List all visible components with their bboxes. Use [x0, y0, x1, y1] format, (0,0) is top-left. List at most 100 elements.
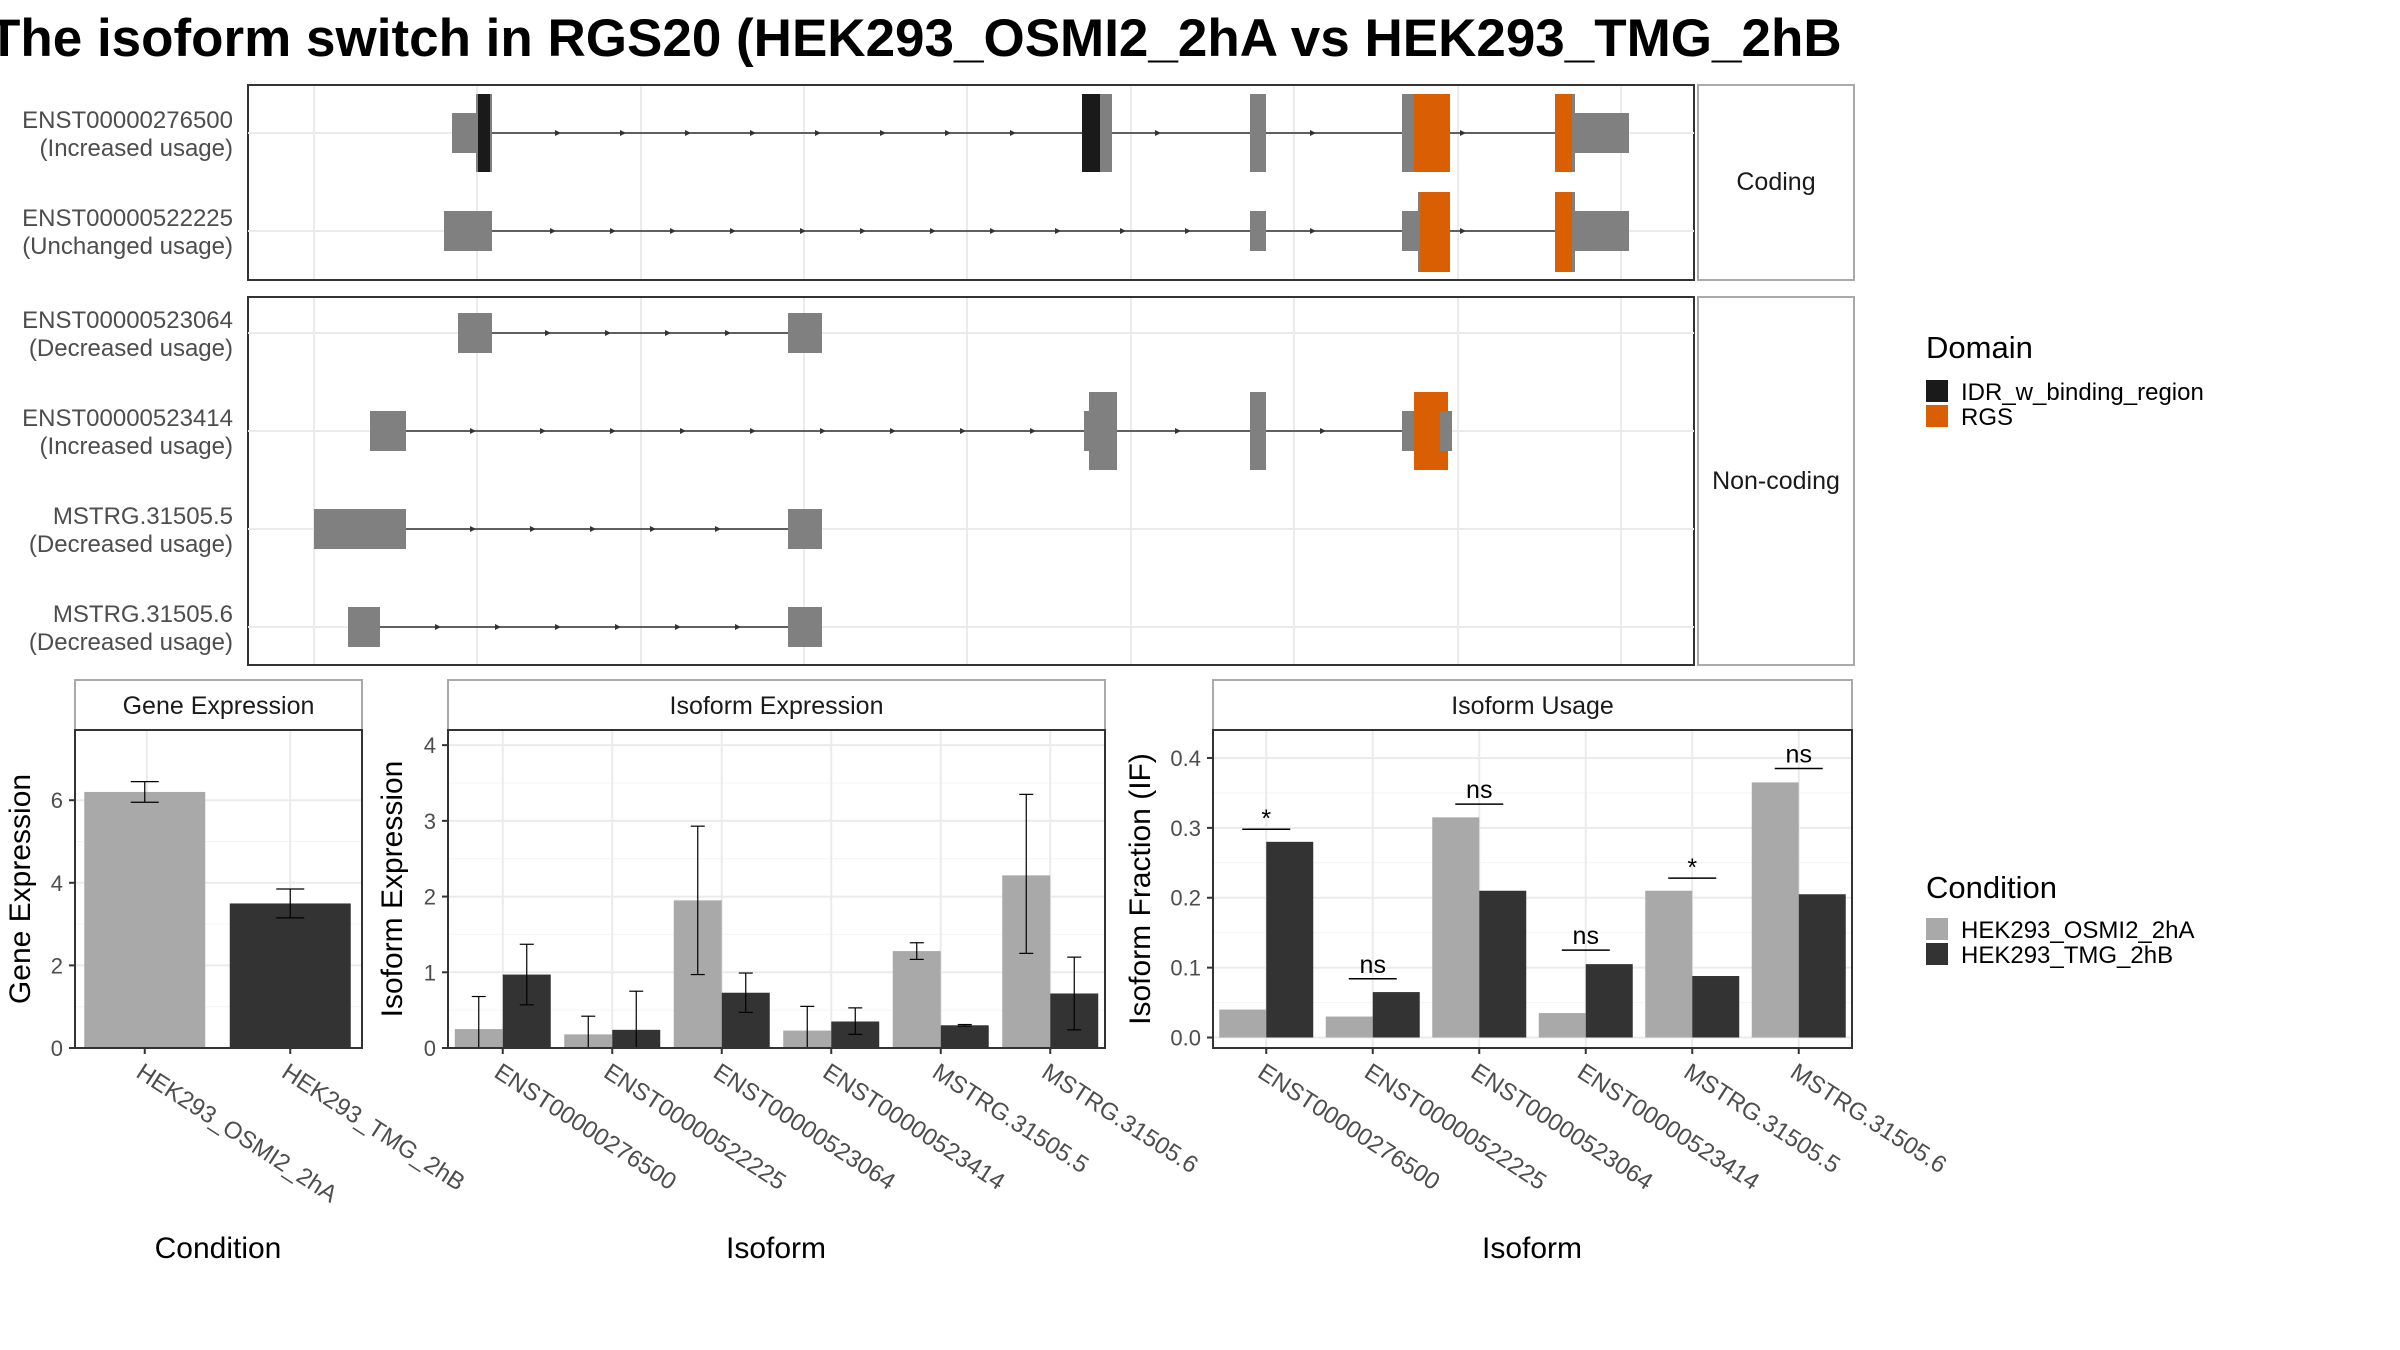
transcript-usage: (Decreased usage): [29, 629, 233, 656]
panel-title: Gene Expression: [123, 692, 315, 720]
isoform-expression-panel: Isoform Expression01234ENST00000276500EN…: [376, 679, 1203, 1265]
legend-key-cond2: [1926, 943, 1948, 965]
bar: [1798, 894, 1846, 1038]
plot-area: [1213, 730, 1852, 1048]
x-tick-label: ENST00000522225: [599, 1058, 791, 1195]
y-axis-label: Isoform Expression: [376, 761, 409, 1018]
bar: [1751, 782, 1799, 1038]
rgs-domain: [1414, 94, 1450, 172]
transcript-id: MSTRG.31505.6: [53, 601, 233, 628]
y-tick-label: 0.4: [1170, 746, 1201, 771]
y-tick-label: 2: [51, 953, 63, 978]
y-tick-label: 4: [424, 733, 436, 758]
isoform-usage-panel: Isoform Usage * ns ns ns * ns 0.0 0.1 0.2 0.3 0.4 EN…: [1124, 679, 1951, 1265]
transcript-usage: (Decreased usage): [29, 335, 233, 362]
rgs-domain: [1420, 192, 1450, 272]
x-axis-label: Isoform: [726, 1232, 826, 1265]
idr-domain: [1082, 94, 1100, 172]
legend-key-idr: [1926, 380, 1948, 402]
bar: [84, 791, 206, 1048]
bar: [1692, 976, 1740, 1038]
figure-title: The isoform switch in RGS20 (HEK293_OSMI…: [0, 9, 1842, 68]
transcript-track-MSTRG.31505.5: [314, 509, 822, 549]
y-axis-label: Isoform Fraction (IF): [1124, 753, 1157, 1025]
transcript-track-MSTRG.31505.6: [348, 607, 822, 647]
coding-strip-label: Coding: [1736, 168, 1815, 196]
transcript-structure-panel: Coding Non-coding ENST00000276500 (Incre…: [22, 84, 1855, 666]
bar: [1219, 1009, 1267, 1038]
x-tick-label: ENST00000523414: [818, 1058, 1010, 1195]
x-tick-label: ENST00000276500: [1253, 1058, 1445, 1195]
significance-label: ns: [1360, 951, 1386, 979]
y-axis-label: Gene Expression: [4, 774, 37, 1004]
transcript-id: ENST00000523064: [22, 307, 233, 334]
bar: [1432, 817, 1480, 1038]
y-tick-label: 0.0: [1170, 1026, 1201, 1051]
y-tick-label: 2: [424, 885, 436, 910]
bar: [1538, 1013, 1586, 1038]
legend-label: IDR_w_binding_region: [1961, 379, 2204, 406]
y-tick-label: 6: [51, 788, 63, 813]
panel-title: Isoform Usage: [1451, 692, 1614, 720]
x-tick-label: ENST00000523064: [1466, 1058, 1658, 1195]
condition-legend: Condition HEK293_OSMI2_2hA HEK293_TMG_2h…: [1926, 870, 2194, 969]
significance-label: ns: [1573, 922, 1599, 950]
x-axis-label: Condition: [155, 1232, 282, 1265]
y-tick-label: 1: [424, 960, 436, 985]
bar: [1266, 841, 1314, 1038]
panel-strip: [447, 679, 1106, 731]
bar: [1479, 890, 1527, 1038]
significance-label: ns: [1786, 740, 1812, 768]
noncoding-strip: [1697, 296, 1855, 666]
y-tick-label: 0: [51, 1036, 63, 1061]
condition-legend-title: Condition: [1926, 870, 2057, 905]
x-tick-label: ENST00000523064: [708, 1058, 900, 1195]
transcript-track-ENST00000276500: [452, 94, 1629, 172]
plot-border: [74, 729, 363, 1049]
y-tick-label: 4: [51, 871, 63, 896]
panel-strip: [74, 679, 363, 731]
transcript-labels: ENST00000276500 (Increased usage) ENST00…: [22, 107, 233, 656]
bar: [1585, 964, 1633, 1038]
significance-label: *: [1261, 805, 1271, 833]
transcript-track-ENST00000522225: [444, 192, 1629, 272]
x-axis-label: Isoform: [1482, 1232, 1582, 1265]
transcript-usage: (Decreased usage): [29, 531, 233, 558]
bar: [892, 951, 941, 1048]
domain-legend-title: Domain: [1926, 330, 2033, 365]
noncoding-gridlines: [248, 298, 1694, 664]
bar: [1325, 1016, 1373, 1038]
bar: [940, 1025, 989, 1048]
bar: [229, 903, 351, 1048]
y-tick-label: 0: [424, 1036, 436, 1061]
transcript-track-ENST00000523064: [458, 313, 822, 353]
x-tick-label: ENST00000522225: [1359, 1058, 1551, 1195]
bar: [1645, 890, 1693, 1038]
transcript-id: MSTRG.31505.5: [53, 503, 233, 530]
x-tick-label: ENST00000276500: [489, 1058, 681, 1195]
plot-border: [447, 729, 1106, 1049]
y-tick-label: 3: [424, 809, 436, 834]
y-tick-label: 0.1: [1170, 956, 1201, 981]
transcript-id: ENST00000276500: [22, 107, 233, 134]
transcript-usage: (Unchanged usage): [22, 233, 233, 260]
coding-strip: [1697, 84, 1855, 281]
domain-legend: Domain IDR_w_binding_region RGS: [1926, 330, 2204, 431]
legend-key-cond1: [1926, 918, 1948, 940]
plot-border: [1212, 729, 1853, 1049]
transcript-track-ENST00000523414: [370, 392, 1452, 470]
significance-label: ns: [1466, 776, 1492, 804]
y-tick-label: 0.3: [1170, 816, 1201, 841]
transcript-id: ENST00000522225: [22, 205, 233, 232]
rgs-domain: [1555, 94, 1572, 172]
legend-label: RGS: [1961, 404, 2013, 431]
x-tick-label: ENST00000523414: [1572, 1058, 1764, 1195]
transcript-id: ENST00000523414: [22, 405, 233, 432]
panel-title: Isoform Expression: [670, 692, 884, 720]
legend-label: HEK293_OSMI2_2hA: [1961, 917, 2194, 944]
idr-domain: [478, 94, 490, 172]
noncoding-strip-label: Non-coding: [1712, 467, 1840, 495]
rgs-domain: [1555, 192, 1572, 272]
noncoding-panel: [247, 296, 1695, 666]
